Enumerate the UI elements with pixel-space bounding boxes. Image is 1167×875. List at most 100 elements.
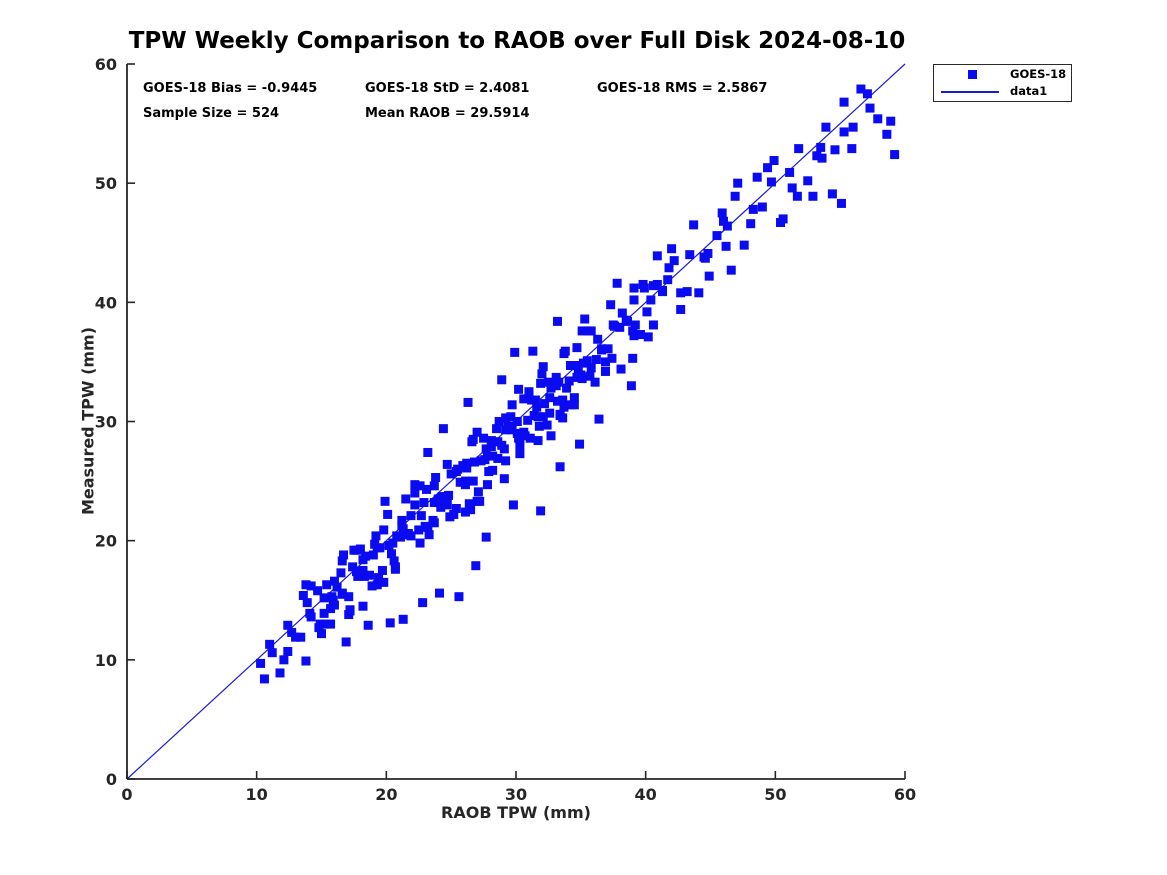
scatter-point	[370, 539, 380, 549]
scatter-point	[642, 307, 652, 317]
scatter-point	[363, 620, 373, 630]
axes: 0 10 20 30 40 50 60 0 10 20 30 40 50 60	[95, 55, 916, 804]
scatter-point	[460, 480, 470, 490]
scatter-series	[256, 84, 900, 684]
scatter-point	[560, 346, 570, 356]
scatter-point	[722, 221, 732, 231]
scatter-point	[600, 366, 610, 376]
scatter-point	[314, 623, 324, 633]
scatter-point	[639, 283, 649, 293]
scatter-point	[466, 505, 476, 515]
scatter-point	[375, 543, 385, 553]
scatter-point	[507, 400, 517, 410]
scatter-point	[486, 436, 496, 446]
scatter-point	[572, 372, 582, 382]
scatter-point	[515, 434, 525, 444]
scatter-point	[470, 457, 480, 467]
scatter-point	[816, 142, 826, 152]
scatter-point	[416, 511, 426, 521]
scatter-point	[537, 369, 547, 379]
scatter-point	[635, 330, 645, 340]
scatter-point	[449, 509, 459, 519]
scatter-point	[787, 183, 797, 193]
scatter-point	[479, 433, 489, 443]
scatter-point	[658, 287, 668, 297]
scatter-point	[577, 374, 587, 384]
scatter-point	[603, 344, 613, 354]
scatter-point	[689, 220, 699, 230]
y-tick-label: 20	[95, 532, 117, 551]
scatter-point	[406, 531, 416, 541]
scatter-point	[471, 561, 481, 571]
scatter-point	[364, 570, 374, 580]
scatter-point	[353, 571, 363, 581]
scatter-point	[436, 502, 446, 512]
scatter-point	[392, 531, 402, 541]
scatter-point	[794, 144, 804, 154]
scatter-point	[379, 577, 389, 587]
x-tick-label: 40	[635, 785, 657, 804]
chart-title: TPW Weekly Comparison to RAOB over Full …	[128, 28, 906, 54]
scatter-point	[676, 288, 686, 298]
scatter-point	[610, 321, 620, 331]
scatter-point	[533, 436, 543, 446]
y-tick-label: 50	[95, 174, 117, 193]
scatter-point	[492, 424, 502, 434]
scatter-point	[377, 565, 387, 575]
scatter-point	[703, 248, 713, 258]
scatter-point	[586, 363, 596, 373]
scatter-point	[291, 632, 301, 642]
scatter-point	[565, 360, 575, 370]
scatter-point	[481, 444, 491, 454]
scatter-point	[628, 353, 638, 363]
scatter-point	[752, 172, 762, 182]
scatter-point	[847, 144, 857, 154]
scatter-point	[390, 562, 400, 572]
scatter-point	[552, 316, 562, 326]
scatter-point	[361, 551, 371, 561]
scatter-point	[320, 619, 330, 629]
scatter-point	[525, 433, 535, 443]
scatter-point	[359, 571, 369, 581]
scatter-point	[555, 462, 565, 472]
scatter-point	[558, 395, 568, 405]
scatter-point	[839, 127, 849, 137]
scatter-point	[514, 384, 524, 394]
scatter-point	[551, 372, 561, 382]
scatter-point	[536, 506, 546, 516]
scatter-point	[882, 129, 892, 139]
scatter-point	[499, 474, 509, 484]
scatter-point	[558, 413, 568, 423]
scatter-point	[669, 256, 679, 266]
scatter-point	[600, 357, 610, 367]
scatter-point	[497, 375, 507, 385]
scatter-point	[462, 463, 472, 473]
scatter-point	[446, 469, 456, 479]
scatter-point	[821, 122, 831, 132]
scatter-point	[585, 371, 595, 381]
scatter-point	[545, 393, 555, 403]
scatter-point	[848, 122, 858, 132]
x-tick-label: 30	[505, 785, 527, 804]
legend-label: data1	[1010, 84, 1048, 98]
scatter-point	[468, 476, 478, 486]
scatter-point	[562, 383, 572, 393]
scatter-point	[358, 565, 368, 575]
scatter-point	[345, 605, 355, 615]
x-tick-label: 20	[375, 785, 397, 804]
scatter-point	[551, 381, 561, 391]
scatter-point	[778, 214, 788, 224]
scatter-point	[739, 240, 749, 250]
scatter-point	[629, 283, 639, 293]
scatter-point	[508, 500, 518, 510]
scatter-point	[367, 581, 377, 591]
scatter-point	[520, 431, 530, 441]
scatter-point	[890, 150, 900, 160]
scatter-point	[746, 219, 756, 229]
scatter-point	[317, 629, 326, 639]
scatter-point	[607, 353, 617, 363]
scatter-point	[534, 421, 544, 431]
scatter-point	[442, 492, 452, 502]
scatter-point	[401, 494, 411, 504]
